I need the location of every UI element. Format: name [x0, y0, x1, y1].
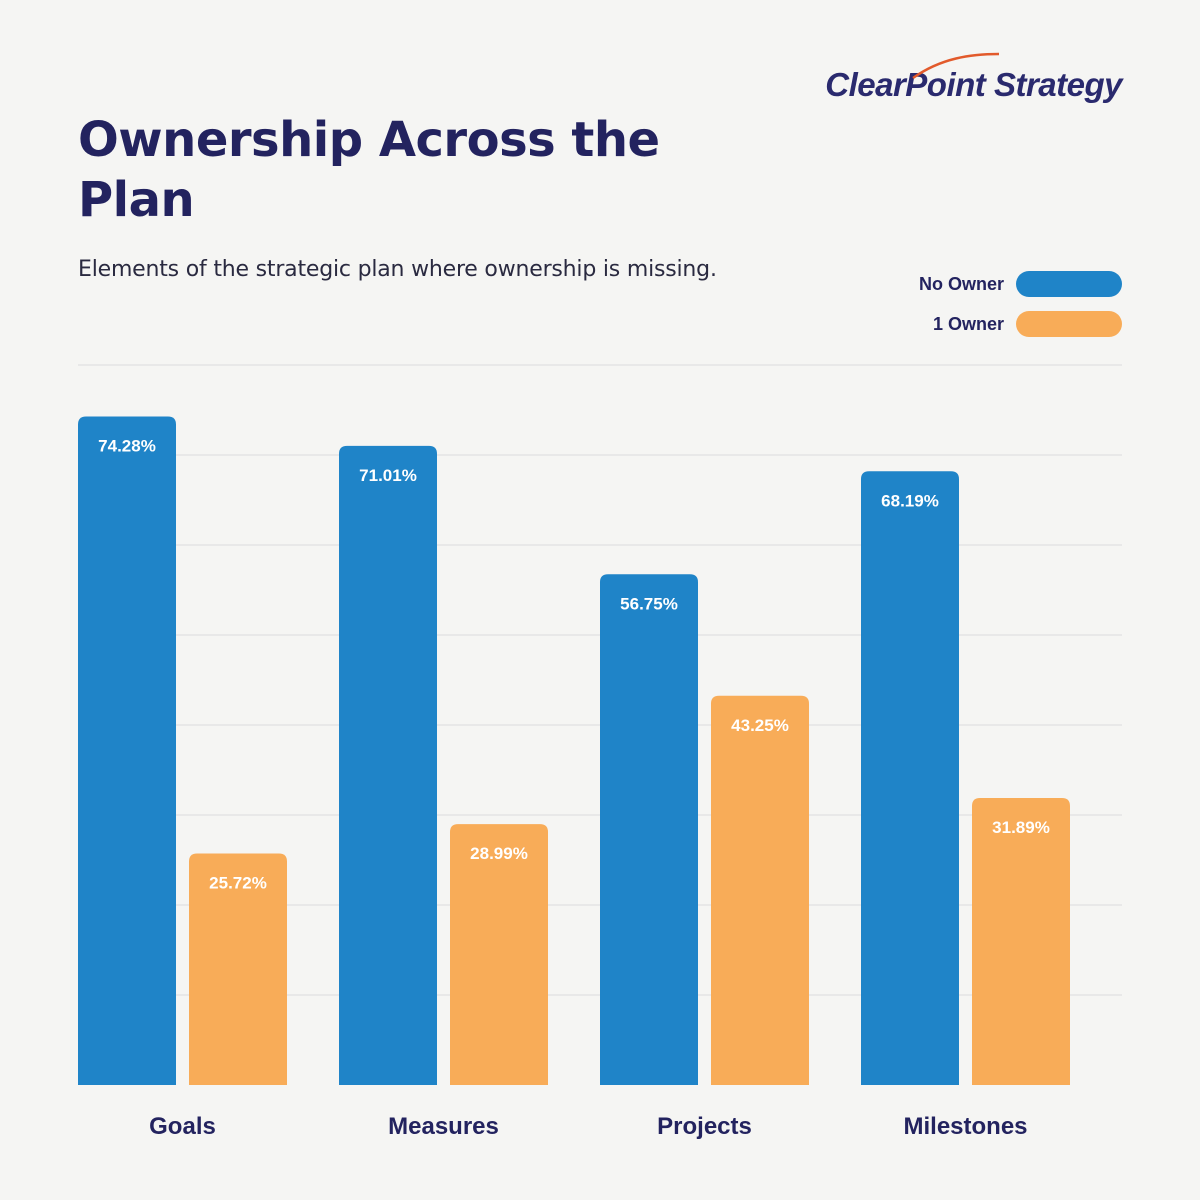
legend: No Owner 1 Owner — [919, 270, 1122, 350]
category-label-projects: Projects — [657, 1113, 752, 1140]
bar-value-label-goals-no-owner: 74.28% — [98, 436, 156, 455]
legend-label-one-owner: 1 Owner — [932, 313, 1004, 334]
legend-label-no-owner: No Owner — [918, 273, 1004, 294]
legend-swatch-one-owner — [1016, 311, 1122, 337]
swoosh-icon — [912, 52, 1000, 80]
logo-text: ClearPoint Strategy — [825, 66, 1122, 103]
bar-measures-one-owner — [450, 824, 548, 1085]
bar-goals-one-owner — [189, 853, 287, 1085]
category-label-measures: Measures — [388, 1113, 499, 1140]
legend-item-one-owner: 1 Owner — [919, 310, 1122, 338]
bar-value-label-measures-one-owner: 28.99% — [470, 844, 528, 863]
brand-logo: ClearPoint Strategy — [825, 52, 1122, 104]
legend-item-no-owner: No Owner — [919, 270, 1122, 298]
legend-swatch-no-owner — [1016, 271, 1122, 297]
category-label-milestones: Milestones — [903, 1113, 1027, 1140]
bar-value-label-measures-no-owner: 71.01% — [359, 466, 417, 485]
bar-projects-no-owner — [600, 574, 698, 1085]
bar-goals-no-owner — [78, 416, 176, 1086]
bar-value-label-projects-one-owner: 43.25% — [731, 716, 789, 735]
bar-milestones-one-owner — [972, 797, 1070, 1085]
bar-value-label-goals-one-owner: 25.72% — [209, 874, 267, 893]
chart-subtitle: Elements of the strategic plan where own… — [78, 257, 717, 282]
bar-milestones-no-owner — [861, 471, 959, 1085]
bar-value-label-milestones-no-owner: 68.19% — [881, 491, 939, 510]
bar-value-label-milestones-one-owner: 31.89% — [992, 818, 1050, 837]
bar-value-label-projects-no-owner: 56.75% — [620, 594, 678, 613]
bar-projects-one-owner — [711, 695, 809, 1085]
category-label-goals: Goals — [149, 1113, 216, 1140]
bar-measures-no-owner — [339, 445, 437, 1085]
chart-title: Ownership Across the Plan — [78, 112, 660, 228]
